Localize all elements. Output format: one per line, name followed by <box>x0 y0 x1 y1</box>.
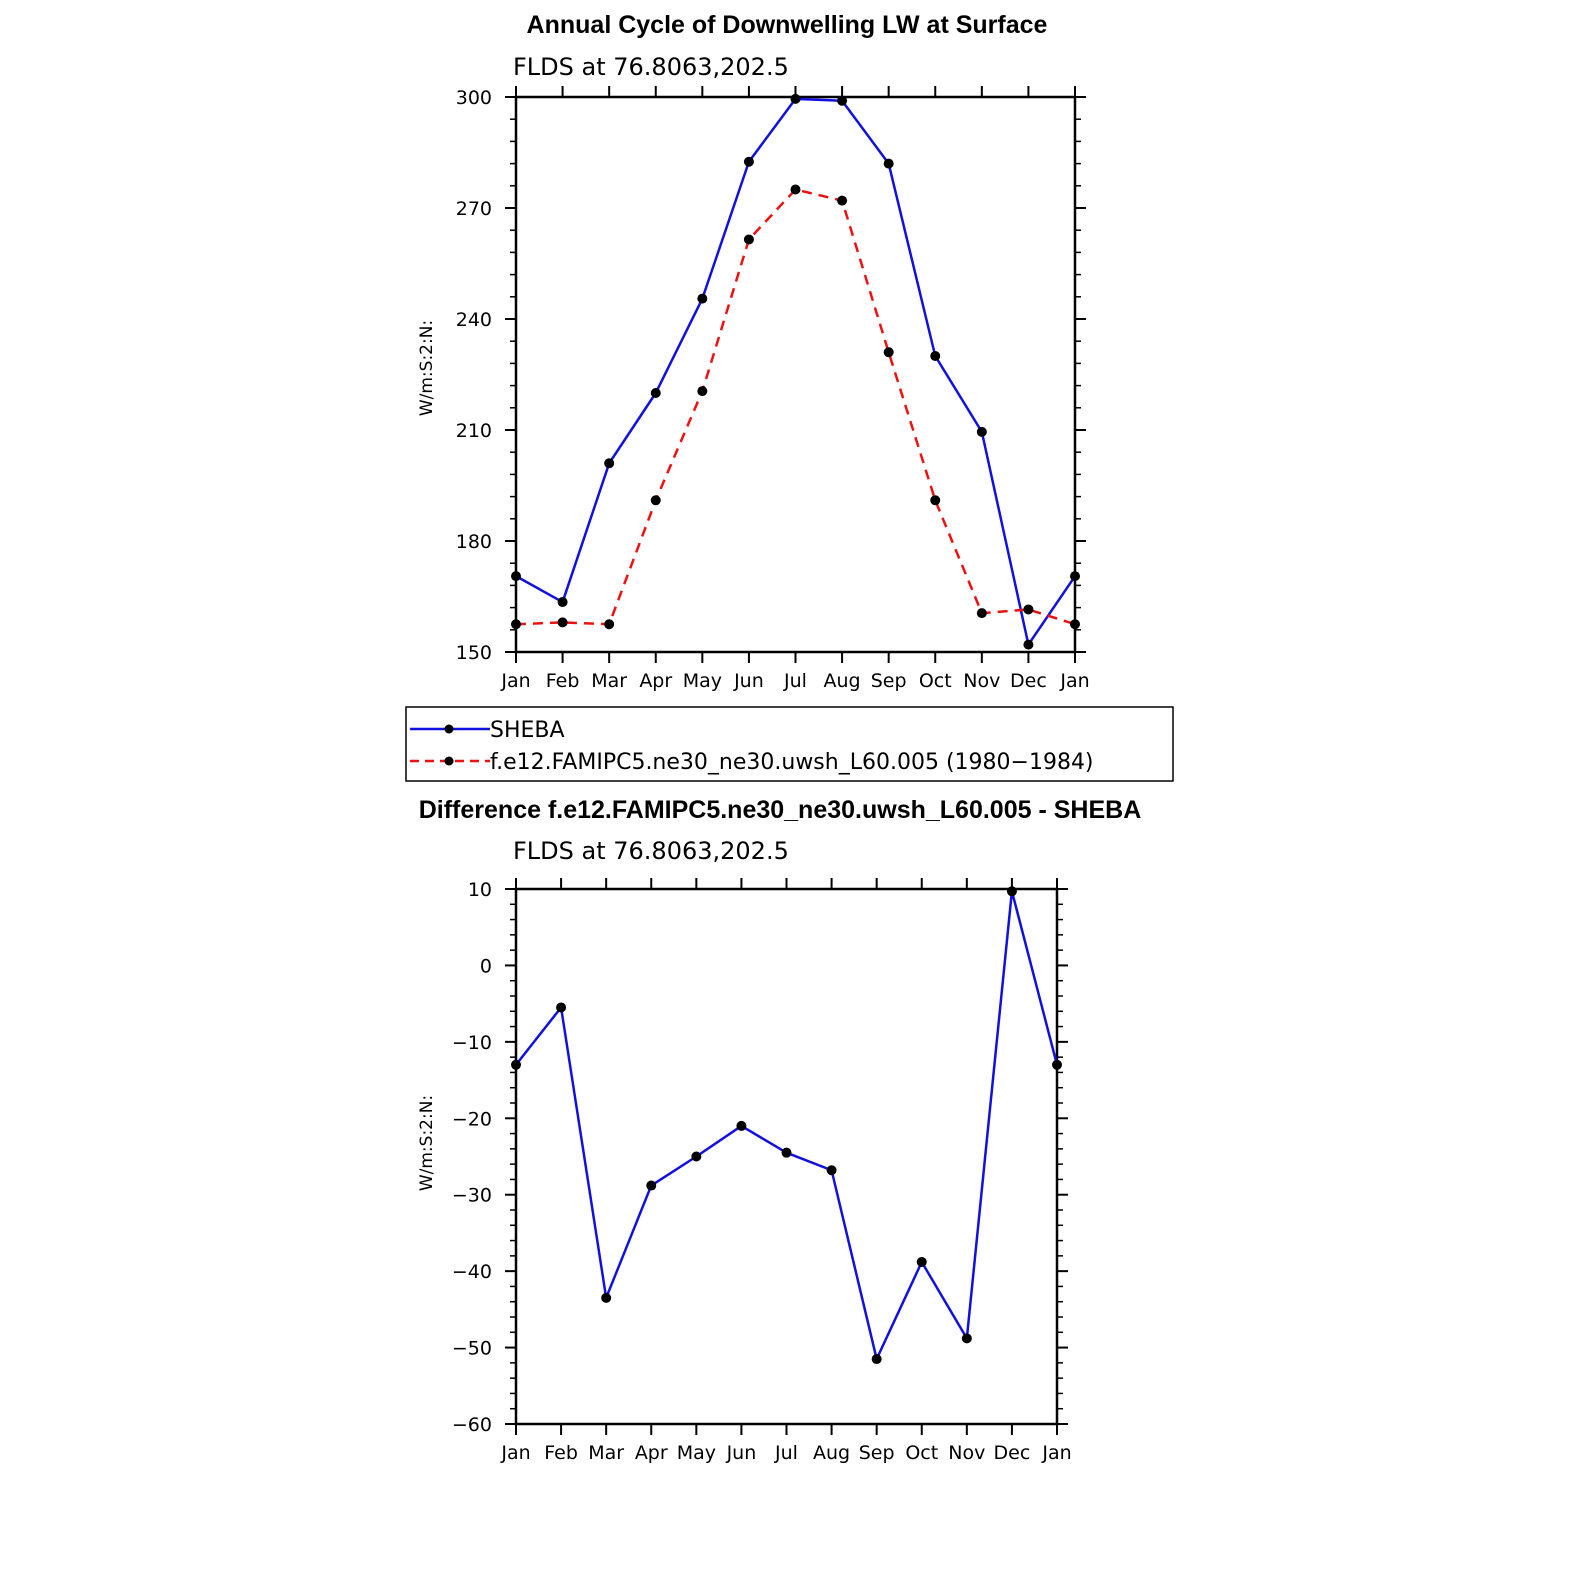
top-y-tick-label: 180 <box>456 531 492 553</box>
top-series-2-point <box>604 619 615 630</box>
top-series-1-point <box>604 458 615 469</box>
top-x-tick-label: Oct <box>919 670 952 692</box>
top-series-1-point <box>650 388 661 398</box>
bottom-chart-subtitle: FLDS at 76.8063,202.5 <box>513 837 789 865</box>
bottom-series-1-point <box>826 1165 837 1176</box>
bottom-x-tick-label: Jan <box>1041 1442 1071 1464</box>
top-series-2-point <box>837 195 848 206</box>
top-series-1-point <box>743 156 754 167</box>
bottom-series-1-point <box>736 1120 747 1131</box>
legend-box <box>405 706 1174 782</box>
bottom-series-1-point <box>781 1147 792 1158</box>
bottom-x-tick-label: Jun <box>726 1442 757 1464</box>
bottom-series-1-point <box>961 1333 972 1344</box>
top-series-2-point <box>976 608 987 619</box>
top-y-tick-label: 210 <box>456 420 492 442</box>
top-x-tick-label: Aug <box>824 670 861 692</box>
bottom-x-tick-label: Oct <box>905 1442 938 1464</box>
top-series-1-point <box>976 426 987 437</box>
bottom-y-tick-label: −60 <box>452 1414 492 1436</box>
bottom-x-tick-label: Nov <box>948 1442 985 1464</box>
top-series-1-point <box>557 597 568 608</box>
legend-model-label: f.e12.FAMIPC5.ne30_ne30.uwsh_L60.005 (19… <box>490 750 1094 775</box>
top-y-tick-label: 270 <box>456 198 492 220</box>
top-series-1-point <box>1070 571 1080 582</box>
bottom-y-tick-label: −30 <box>452 1185 492 1207</box>
top-y-axis-label: W/m:S:2:N: <box>417 320 437 416</box>
bottom-series-1-point <box>871 1354 882 1365</box>
bottom-y-tick-label: −40 <box>452 1261 492 1283</box>
top-x-tick-label: May <box>683 670 722 692</box>
bottom-x-tick-label: Jul <box>774 1442 798 1464</box>
top-series-1-point <box>697 293 708 304</box>
top-series-2-point <box>930 495 941 506</box>
top-series-1-point <box>790 93 801 104</box>
top-x-tick-label: Dec <box>1010 670 1047 692</box>
top-y-tick-label: 240 <box>456 309 492 331</box>
top-plot-area: 150 180 210 240 270 300 Jan Feb Mar Apr May Jun Jul A… <box>456 86 1090 692</box>
legend: SHEBA f.e12.FAMIPC5.ne30_ne30.uwsh_L60.0… <box>405 706 1174 782</box>
bottom-series-1-point <box>1052 1059 1062 1070</box>
top-x-tick-label: Feb <box>546 670 580 692</box>
bottom-x-tick-label: Feb <box>544 1442 578 1464</box>
legend-sheba-label: SHEBA <box>490 718 565 743</box>
top-series-2-point <box>790 184 801 195</box>
top-y-tick-label: 300 <box>456 87 492 109</box>
top-x-tick-label: Mar <box>591 670 627 692</box>
top-plot-frame <box>514 95 1077 654</box>
bottom-x-tick-label: May <box>677 1442 716 1464</box>
top-x-tick-label: Jan <box>500 670 530 692</box>
bottom-x-tick-label: Aug <box>813 1442 850 1464</box>
top-x-tick-label: Nov <box>963 670 1000 692</box>
bottom-x-tick-label: Mar <box>588 1442 624 1464</box>
top-x-tick-label: Jan <box>1059 670 1089 692</box>
bottom-y-tick-label: −50 <box>452 1338 492 1360</box>
bottom-series-1-point <box>646 1180 657 1191</box>
bottom-chart-title: Difference f.e12.FAMIPC5.ne30_ne30.uwsh_… <box>419 796 1142 824</box>
bottom-series-1-point <box>1006 886 1017 897</box>
top-series-2-point <box>697 386 708 397</box>
top-x-tick-label: Jul <box>783 670 807 692</box>
bottom-x-tick-label: Sep <box>859 1442 895 1464</box>
bottom-series-1-point <box>916 1256 927 1267</box>
top-chart-title: Annual Cycle of Downwelling LW at Surfac… <box>527 11 1048 39</box>
bottom-y-axis-label: W/m:S:2:N: <box>417 1095 437 1191</box>
top-series-2-point <box>883 347 894 358</box>
top-series-1-point <box>930 351 941 361</box>
bottom-y-tick-label: 10 <box>468 879 492 901</box>
bottom-series-1-line <box>515 890 1059 1361</box>
bottom-series-1-point <box>556 1002 567 1013</box>
top-series-1-point <box>1023 639 1034 650</box>
bottom-y-tick-label: −10 <box>452 1032 492 1054</box>
top-series-1-line <box>515 97 1077 646</box>
bottom-series-1-point <box>511 1059 521 1070</box>
top-x-tick-label: Apr <box>639 670 672 692</box>
top-series-2-point <box>743 234 754 245</box>
bottom-series-1-point <box>601 1292 612 1303</box>
top-series-2-point <box>557 617 568 628</box>
bottom-y-tick-label: 0 <box>480 955 492 977</box>
top-series-2-point <box>1023 604 1034 615</box>
bottom-series-1-point <box>691 1151 702 1162</box>
bottom-y-tick-label: −20 <box>452 1108 492 1130</box>
bottom-x-tick-label: Apr <box>635 1442 668 1464</box>
top-series-2-point <box>511 619 521 630</box>
bottom-x-tick-label: Dec <box>994 1442 1031 1464</box>
top-series-1-point <box>883 158 894 169</box>
top-series-1-point <box>837 95 848 106</box>
top-x-tick-label: Sep <box>871 670 907 692</box>
top-series-2-point <box>650 495 661 506</box>
legend-model-marker <box>444 756 454 766</box>
top-chart-subtitle: FLDS at 76.8063,202.5 <box>513 53 789 81</box>
top-x-tick-label: Jun <box>733 670 764 692</box>
top-series-2-line <box>515 188 1076 626</box>
bottom-x-tick-label: Jan <box>500 1442 530 1464</box>
legend-sheba-marker <box>444 724 454 734</box>
bottom-plot-area: −60 −50 −40 −30 −20 −10 0 10 Jan Feb Mar Apr May Jun J… <box>452 878 1072 1464</box>
top-series-1-point <box>511 571 521 582</box>
top-y-tick-label: 150 <box>456 642 492 664</box>
top-series-2-point <box>1070 619 1080 630</box>
